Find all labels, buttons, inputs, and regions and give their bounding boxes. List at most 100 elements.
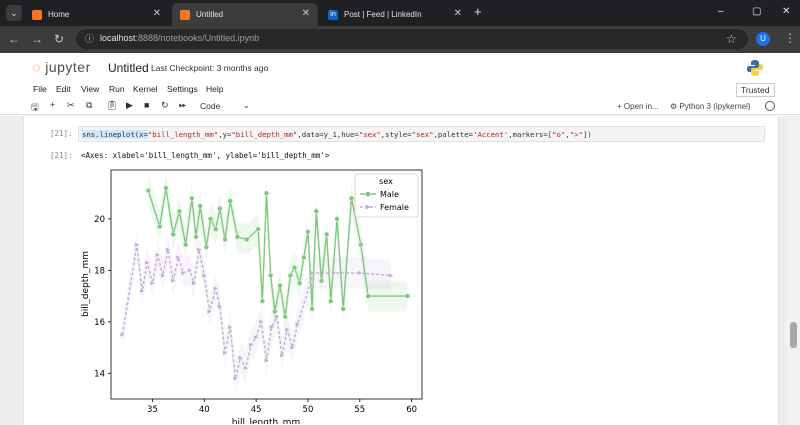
data-point-female: [181, 270, 187, 276]
x-tick-label: 45: [251, 405, 262, 415]
kernel-status-icon: [765, 101, 775, 111]
menu-help[interactable]: Help: [206, 84, 224, 94]
data-point-male: [309, 306, 315, 312]
menu-run[interactable]: Run: [109, 84, 125, 94]
data-point-male: [163, 185, 169, 191]
tab-untitled-label: Untitled: [196, 10, 224, 19]
copy-icon[interactable]: ⧉: [86, 100, 93, 110]
data-point-female: [160, 272, 166, 279]
forward-icon[interactable]: →: [31, 32, 43, 46]
minimize-button[interactable]: –: [718, 6, 724, 17]
menu-file[interactable]: File: [33, 84, 47, 94]
menu-settings[interactable]: Settings: [167, 84, 198, 94]
legend: sex Male Female: [354, 173, 419, 218]
reload-icon[interactable]: ↻: [54, 32, 65, 46]
menu-bar: File Edit View Run Kernel Settings Help: [0, 83, 800, 98]
jupyter-swirl-icon: ◌: [32, 59, 41, 75]
tab-untitled[interactable]: Untitled ✕: [172, 3, 318, 26]
scrollbar-thumb[interactable]: [790, 322, 797, 348]
run-icon[interactable]: ▶: [126, 100, 133, 110]
notebook-page: [21]: sns.lineplot(x="bill_length_mm",y=…: [24, 116, 778, 425]
insert-cell-icon[interactable]: +: [50, 100, 56, 110]
input-prompt: [21]:: [50, 129, 73, 138]
data-point-female: [290, 344, 296, 351]
data-point-male: [277, 283, 283, 289]
back-icon[interactable]: ←: [8, 32, 20, 46]
cell-type-select[interactable]: Code: [200, 101, 221, 111]
jupyter-logo[interactable]: ◌ jupyter: [32, 59, 91, 75]
restart-icon[interactable]: ↻: [161, 100, 169, 110]
data-point-male: [268, 272, 274, 279]
menu-edit[interactable]: Edit: [56, 84, 71, 94]
output-prompt: [21]:: [50, 151, 73, 160]
y-tick-label: 20: [94, 215, 105, 225]
address-bar-row: ← → ↻ ⓘ localhost:8888/notebooks/Untitle…: [0, 26, 800, 53]
close-icon[interactable]: ✕: [301, 8, 310, 19]
close-icon[interactable]: ✕: [453, 8, 462, 19]
data-point-male: [157, 224, 163, 230]
x-axis-label: bill_length_mm: [232, 418, 300, 424]
data-point-male: [358, 242, 364, 248]
data-point-female: [284, 326, 291, 333]
open-in-button[interactable]: + Open in...: [617, 102, 659, 111]
maximize-button[interactable]: ▢: [752, 6, 762, 17]
legend-male-label: Male: [380, 190, 399, 199]
close-window-button[interactable]: ✕: [782, 6, 791, 17]
data-point-female: [139, 288, 146, 294]
data-point-male: [297, 280, 303, 286]
data-point-male: [404, 293, 411, 299]
stop-icon[interactable]: ■: [144, 100, 150, 110]
data-point-male: [291, 265, 298, 271]
new-tab-button[interactable]: +: [474, 4, 482, 19]
tab-linkedin-label: Post | Feed | LinkedIn: [344, 10, 422, 19]
data-point-male: [244, 236, 250, 243]
x-tick-label: 60: [406, 405, 417, 415]
y-axis-label: bill_depth_mm: [81, 251, 91, 317]
data-point-female: [388, 272, 394, 279]
tab-search-dropdown-icon[interactable]: ⌄: [6, 5, 22, 21]
data-point-male: [313, 208, 319, 214]
data-point-female: [227, 324, 234, 330]
checkpoint-status: Last Checkpoint: 3 months ago: [151, 63, 269, 73]
data-point-female: [150, 280, 156, 286]
profile-avatar[interactable]: U: [756, 32, 770, 46]
save-icon[interactable]: 🖫: [31, 102, 39, 112]
menu-kernel[interactable]: Kernel: [133, 84, 158, 94]
kernel-name[interactable]: ⚙ Python 3 (ipykernel): [670, 102, 751, 111]
menu-view[interactable]: View: [81, 84, 100, 94]
legend-female-label: Female: [380, 203, 409, 212]
output-text: <Axes: xlabel='bill_length_mm', ylabel='…: [81, 151, 330, 160]
notebook-title[interactable]: Untitled: [108, 61, 149, 75]
chevron-down-icon[interactable]: ⌄: [243, 101, 250, 110]
data-point-male: [193, 234, 199, 240]
bookmark-star-icon[interactable]: ☆: [726, 32, 737, 46]
data-point-female: [357, 270, 363, 276]
tab-home[interactable]: Home ✕: [24, 3, 169, 26]
fast-forward-icon[interactable]: ⏩︎: [179, 100, 187, 110]
data-point-male: [318, 278, 325, 284]
data-point-male: [145, 187, 151, 194]
gear-icon: ⚙: [670, 102, 678, 111]
data-point-male: [207, 216, 214, 222]
data-point-male: [222, 236, 228, 243]
browser-menu-icon[interactable]: ⋮: [784, 31, 796, 45]
cut-icon[interactable]: ✂: [67, 100, 75, 110]
data-point-female: [238, 355, 244, 361]
x-tick-label: 40: [199, 405, 210, 415]
legend-male-marker: [365, 191, 371, 197]
trusted-indicator[interactable]: Trusted: [736, 83, 775, 97]
site-info-icon[interactable]: ⓘ: [85, 34, 95, 44]
data-point-male: [197, 203, 203, 209]
data-point-male: [365, 293, 371, 299]
tab-linkedin[interactable]: in Post | Feed | LinkedIn ✕: [320, 3, 470, 26]
paste-icon[interactable]: 📋︎: [106, 100, 118, 110]
data-point-female: [176, 254, 182, 261]
page-scrollbar[interactable]: [786, 116, 800, 425]
data-point-female: [310, 270, 317, 276]
data-point-female: [274, 314, 280, 320]
url-input[interactable]: ⓘ localhost:8888/notebooks/Untitled.ipyn…: [76, 29, 748, 49]
data-point-male: [305, 229, 311, 235]
close-icon[interactable]: ✕: [152, 8, 161, 19]
x-tick-label: 50: [303, 405, 314, 415]
code-cell-editor[interactable]: sns.lineplot(x="bill_length_mm",y="bill_…: [78, 126, 765, 142]
